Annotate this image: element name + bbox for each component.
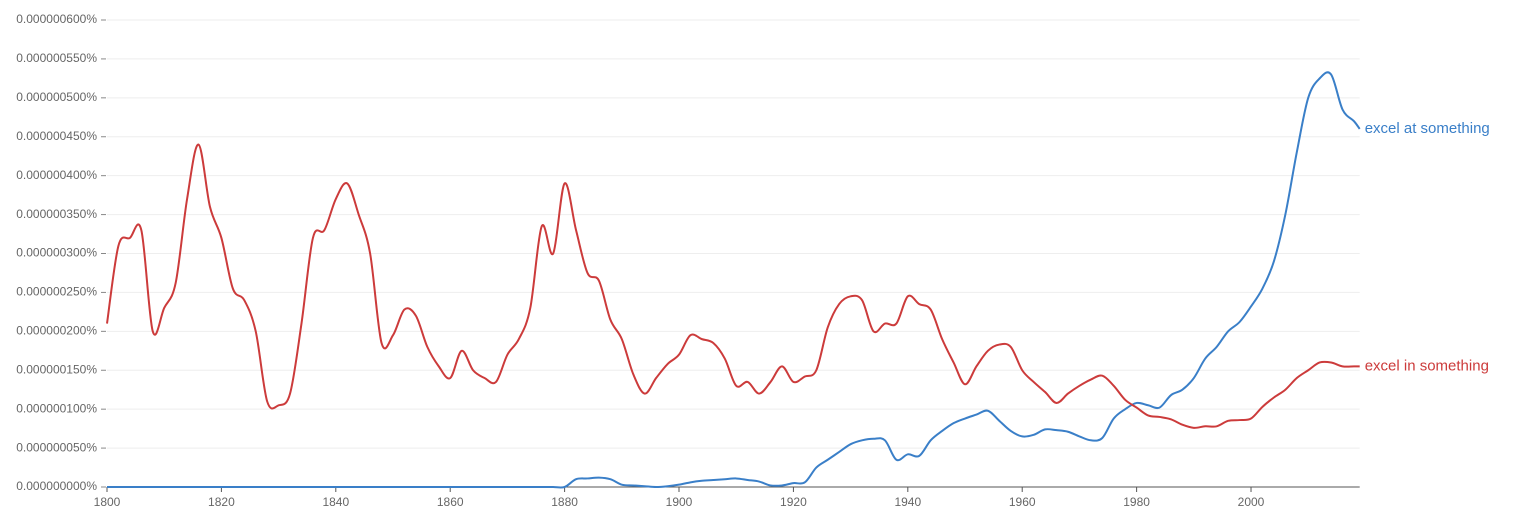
x-tick-label: 1900 — [666, 495, 693, 509]
x-tick-label: 1840 — [322, 495, 349, 509]
y-tick-label: 0.000000150% — [16, 362, 97, 376]
series-label: excel in something — [1365, 357, 1489, 374]
x-tick-label: 1980 — [1123, 495, 1150, 509]
y-tick-label: 0.000000250% — [16, 285, 97, 299]
x-tick-label: 1940 — [894, 495, 921, 509]
y-tick-label: 0.000000000% — [16, 479, 97, 493]
series-line — [106, 143, 1360, 429]
y-tick-label: 0.000000050% — [16, 440, 97, 454]
x-tick-label: 1820 — [208, 495, 235, 509]
y-tick-label: 0.000000200% — [16, 324, 97, 338]
x-tick-label: 1920 — [780, 495, 807, 509]
x-tick-label: 1880 — [551, 495, 578, 509]
y-tick-label: 0.000000550% — [16, 51, 97, 65]
x-tick-label: 1960 — [1009, 495, 1036, 509]
x-tick-label: 1800 — [94, 495, 121, 509]
y-tick-label: 0.000000350% — [16, 207, 97, 221]
y-tick-label: 0.000000600% — [16, 12, 97, 26]
y-tick-label: 0.000000300% — [16, 246, 97, 260]
y-tick-label: 0.000000400% — [16, 168, 97, 182]
series-label: excel at something — [1365, 120, 1490, 137]
y-tick-label: 0.000000100% — [16, 401, 97, 415]
y-tick-label: 0.000000500% — [16, 90, 97, 104]
x-tick-label: 1860 — [437, 495, 464, 509]
series-line — [106, 71, 1361, 489]
x-tick-label: 2000 — [1238, 495, 1265, 509]
y-tick-label: 0.000000450% — [16, 129, 97, 143]
